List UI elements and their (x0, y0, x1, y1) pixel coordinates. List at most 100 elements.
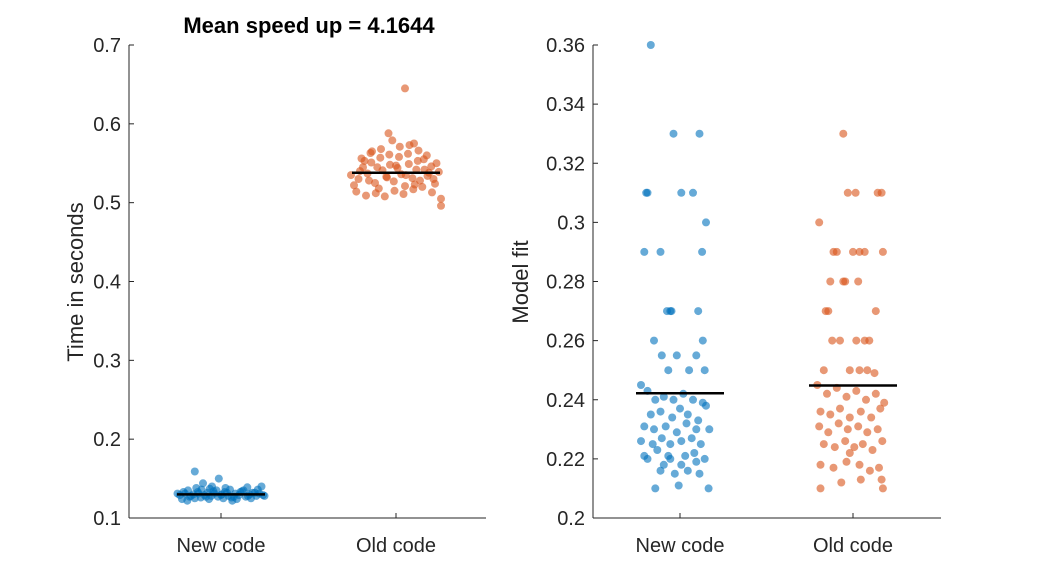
left-data-point (429, 175, 438, 183)
right-data-point (651, 484, 660, 493)
left-y-tick-label: 0.2 (93, 429, 121, 451)
left-data-point (414, 146, 423, 155)
right-data-point (656, 407, 665, 416)
right-y-tick-label: 0.24 (546, 390, 585, 412)
right-data-point (863, 428, 872, 437)
right-data-point (650, 425, 658, 434)
right-y-tick-label: 0.26 (546, 331, 585, 353)
right-data-point (865, 466, 874, 475)
right-data-point (832, 247, 841, 256)
right-data-point (870, 369, 879, 378)
left-data-point (385, 150, 394, 159)
right-data-point (871, 389, 880, 398)
right-data-point (856, 407, 865, 416)
left-data-point (373, 163, 382, 172)
right-data-points (637, 41, 889, 493)
right-data-point (653, 446, 662, 454)
right-data-point (648, 440, 657, 449)
right-data-point (815, 218, 824, 227)
right-data-point (674, 481, 683, 490)
left-data-point (350, 181, 358, 190)
left-data-point (395, 152, 403, 161)
right-data-point (651, 395, 660, 404)
left-data-point (401, 84, 409, 93)
right-data-point (664, 366, 673, 375)
right-data-point (823, 389, 831, 398)
right-data-point (677, 460, 686, 469)
right-data-point (694, 416, 703, 425)
right-x-ticks: New code Old code (636, 513, 893, 557)
right-data-point (700, 454, 709, 463)
right-data-point (656, 247, 665, 256)
left-data-point (418, 182, 427, 191)
right-data-point (875, 463, 883, 472)
right-data-point (824, 428, 833, 437)
right-data-point (705, 425, 714, 434)
right-data-point (682, 419, 691, 428)
right-data-point (816, 460, 825, 469)
left-y-ticks: 0.1 0.2 0.3 0.4 0.5 0.6 0.7 (93, 35, 134, 530)
right-data-point (841, 277, 850, 286)
left-data-point (390, 186, 399, 195)
right-data-point (816, 484, 825, 493)
right-data-point (830, 443, 839, 452)
right-data-point (862, 395, 870, 404)
right-data-point (851, 188, 860, 197)
left-data-point (257, 482, 266, 491)
left-data-point (389, 177, 398, 186)
right-data-point (668, 413, 677, 422)
right-data-point (646, 41, 655, 49)
right-data-point (878, 247, 887, 256)
left-data-point (422, 151, 431, 160)
right-data-point (704, 484, 713, 493)
right-data-point (692, 425, 701, 434)
right-data-point (878, 437, 887, 446)
right-data-point (670, 469, 679, 478)
right-y-tick-label: 0.32 (546, 153, 585, 175)
left-x-tick-label: New code (177, 535, 266, 557)
left-data-point (386, 160, 394, 169)
right-data-point (878, 484, 887, 493)
right-data-point (877, 188, 886, 197)
left-y-tick-label: 0.3 (93, 350, 121, 372)
left-x-ticks: New code Old code (177, 513, 436, 557)
left-y-tick-label: 0.7 (93, 35, 121, 57)
left-data-point (377, 145, 385, 154)
left-data-point (367, 158, 376, 167)
right-data-point (687, 434, 696, 443)
right-data-point (855, 366, 864, 375)
left-data-point (354, 175, 363, 183)
right-data-point (858, 440, 867, 449)
right-data-point (689, 395, 697, 404)
left-data-point (183, 496, 192, 505)
left-x-tick-label: Old code (356, 535, 436, 557)
right-data-point (692, 457, 701, 466)
right-data-point (842, 457, 851, 466)
left-data-point (408, 174, 417, 183)
right-data-point (877, 475, 886, 484)
right-y-tick-label: 0.22 (546, 449, 585, 471)
right-data-point (659, 460, 668, 469)
right-data-point (850, 443, 859, 452)
left-data-point (405, 141, 414, 150)
left-data-point (392, 161, 400, 170)
left-data-point (410, 180, 419, 189)
right-data-point (839, 129, 848, 138)
right-data-point (860, 247, 869, 256)
right-data-point (672, 351, 681, 360)
right-data-point (661, 422, 670, 431)
left-data-point (190, 467, 199, 476)
left-data-point (362, 191, 370, 200)
right-data-point (695, 129, 704, 138)
left-data-point (404, 149, 412, 158)
right-data-point (646, 410, 655, 419)
right-data-point (867, 413, 876, 422)
right-data-point (855, 460, 864, 469)
left-data-point (380, 192, 389, 201)
left-chart: Mean speed up = 4.1644 Time in seconds 0… (63, 13, 486, 557)
left-data-point (428, 188, 436, 197)
right-data-point (669, 395, 678, 404)
right-data-point (845, 413, 854, 422)
left-data-point (437, 194, 445, 203)
right-data-point (837, 478, 846, 487)
